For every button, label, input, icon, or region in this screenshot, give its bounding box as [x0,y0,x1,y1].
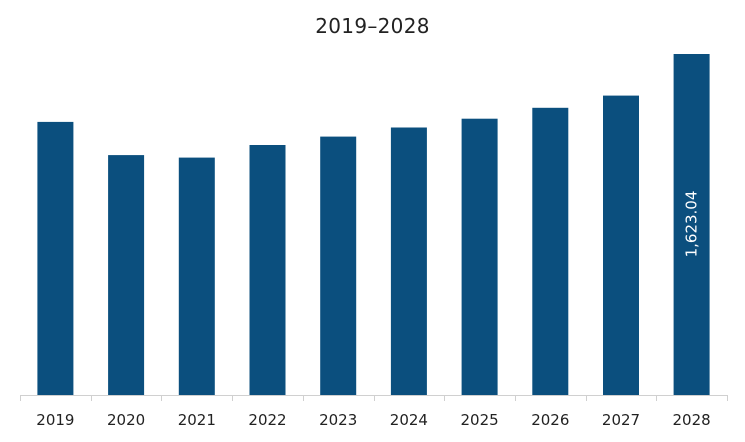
x-tick-label-2025: 2025 [461,411,499,429]
x-tick-label-2022: 2022 [248,411,286,429]
chart-title: 2019–2028 [315,14,430,38]
x-ticks-group [20,395,728,401]
bar-2027 [603,95,639,395]
bar-2021 [178,157,215,395]
x-tick-label-2019: 2019 [36,411,74,429]
x-tick-label-2028: 2028 [673,411,711,429]
bars-group [37,54,710,396]
data-label-2028: 1,623.04 [683,191,701,258]
x-tick-label-2020: 2020 [107,411,145,429]
bar-2019 [37,121,74,396]
x-tick-label-2027: 2027 [602,411,640,429]
bar-2024 [390,127,427,395]
bar-2023 [320,136,357,395]
bar-2026 [532,107,569,396]
bar-2022 [249,145,286,395]
x-tick-label-2026: 2026 [531,411,569,429]
x-tick-label-2024: 2024 [390,411,428,429]
bar-2020 [108,155,145,395]
data-labels-group: 1,623.04 [683,191,701,258]
x-tick-labels-group: 2019 2020 2021 2022 2023 2024 2025 2026 2027 2028 [36,411,710,429]
bar-2028 [673,54,710,395]
x-tick-label-2021: 2021 [178,411,216,429]
bar-2025 [461,118,498,395]
x-tick-label-2023: 2023 [319,411,357,429]
